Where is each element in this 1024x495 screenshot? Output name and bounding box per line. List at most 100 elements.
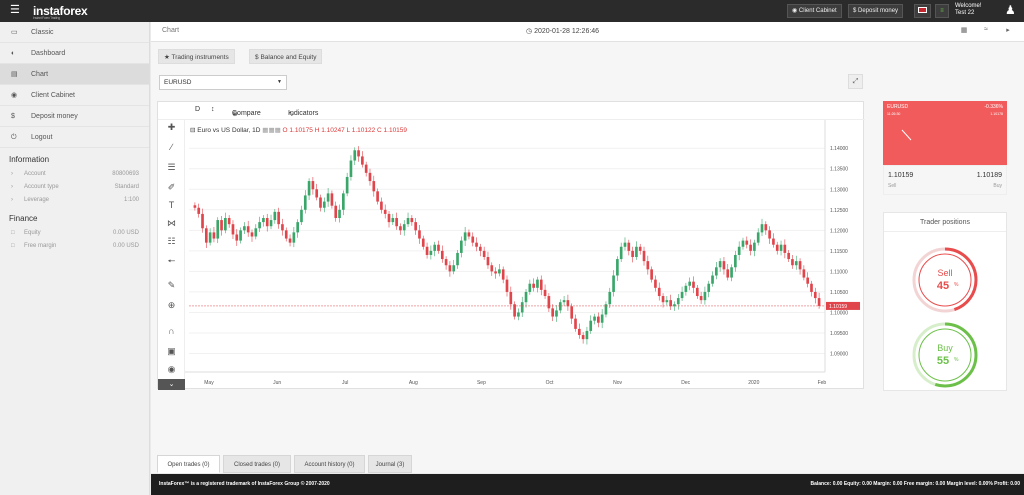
tab-open-trades[interactable]: Open trades (0) — [157, 455, 220, 473]
measure-icon[interactable]: ☷ — [167, 236, 176, 246]
finance-label: Equity — [24, 230, 41, 236]
candle — [562, 300, 566, 303]
chart-toolbar: D ↕ ⊕ Compare ∿ Indicators — [158, 102, 865, 120]
candle — [288, 238, 292, 243]
sell-gauge-pct: % — [954, 282, 959, 288]
x-tick-label: 2020 — [748, 380, 759, 386]
candle — [597, 316, 600, 323]
brush-icon[interactable]: ✐ — [167, 182, 176, 192]
ask-price[interactable]: 1.10189 — [976, 172, 1002, 179]
candle — [783, 244, 787, 253]
candle — [486, 257, 490, 266]
quote-price: 1.10178 — [990, 112, 1003, 116]
sidebar-item-label: Client Cabinet — [31, 92, 75, 99]
candle — [650, 269, 653, 280]
balance-equity-button[interactable]: $ Balance and Equity — [249, 49, 323, 64]
expand-icon: ⤢ — [852, 78, 859, 85]
candle — [551, 308, 555, 317]
y-tick-label: 1.14000 — [830, 146, 848, 152]
candle — [250, 232, 254, 237]
candle — [262, 218, 265, 223]
finance-value: 0.00 USD — [112, 230, 139, 236]
candle — [642, 250, 646, 262]
power-icon: ⏻ — [11, 134, 17, 141]
text-tool-icon[interactable]: T — [168, 200, 175, 210]
candle-style-icon[interactable]: ↕ — [211, 106, 215, 113]
chart-icon: ▤ — [11, 71, 18, 78]
candle — [383, 209, 387, 214]
zoom-in-icon[interactable]: ⊕ — [167, 300, 176, 310]
symbol-select[interactable]: EURUSD ▼ — [159, 75, 287, 90]
candle — [608, 291, 612, 305]
x-tick-label: Feb — [818, 380, 827, 386]
megaphone-icon[interactable]: ▸ — [1006, 27, 1010, 34]
candle — [399, 226, 402, 231]
y-tick-label: 1.12500 — [830, 208, 848, 214]
trend-line-icon[interactable]: ∕ — [170, 142, 173, 152]
expand-chart-button[interactable]: ⤢ — [848, 74, 863, 89]
candle — [513, 304, 516, 317]
candle — [612, 275, 615, 292]
sidebar-item-deposit-money[interactable]: $ Deposit money — [0, 106, 149, 127]
candle — [646, 261, 650, 270]
candle — [654, 279, 657, 288]
eye-icon[interactable]: ◉ — [167, 364, 176, 374]
collapse-icon[interactable]: ⊟ — [190, 127, 196, 134]
sidebar-item-dashboard[interactable]: ◐ Dashboard — [0, 43, 149, 64]
pattern-icon[interactable]: ⋈ — [167, 218, 176, 228]
language-flag-button[interactable] — [914, 4, 931, 18]
legend-settings-icon[interactable]: ▦▦▦ — [262, 127, 281, 134]
sidebar: ▭ Classic ◐ Dashboard ▤ Chart ◉ Client C… — [0, 22, 150, 495]
candle — [676, 298, 680, 305]
info-value: Standard — [114, 184, 139, 190]
calendar-icon[interactable]: ▦ — [960, 27, 968, 34]
candle — [501, 269, 505, 280]
price-chart[interactable]: 1.14000 1.13500 1.13000 1.12500 1.12000 1.115… — [185, 120, 865, 390]
client-cabinet-button[interactable]: ◉ Client Cabinet — [787, 4, 842, 18]
candle — [810, 283, 813, 292]
rss-icon[interactable]: ≈ — [984, 26, 988, 33]
avatar-icon[interactable]: ♟ — [1005, 3, 1016, 17]
bid-price[interactable]: 1.10159 — [888, 172, 914, 179]
tab-account-history[interactable]: Account history (0) — [294, 455, 365, 473]
connection-status-button[interactable]: ≡ — [935, 4, 949, 18]
hamburger-icon[interactable]: ☰ — [10, 4, 20, 16]
tab-journal[interactable]: Journal (3) — [368, 455, 412, 473]
drawing-toolbar: ✚ ∕ ☰ ✐ T ⋈ ☷ 🠔 ✎ ⊕ ∩ ▣ ◉ ⌄ — [158, 120, 185, 390]
magnet-icon[interactable]: ∩ — [168, 326, 175, 336]
arrow-left-icon[interactable]: 🠔 — [167, 256, 176, 266]
fib-icon[interactable]: ☰ — [167, 162, 176, 172]
candle — [292, 232, 296, 243]
wallet-icon: □ — [11, 230, 15, 236]
candle — [600, 314, 604, 323]
user-name: Test 22 — [955, 10, 975, 16]
sidebar-item-chart[interactable]: ▤ Chart — [0, 64, 149, 85]
copyright-text: InstaForex™ is a registered trademark of… — [159, 481, 330, 487]
candle — [372, 181, 376, 192]
sidebar-item-classic[interactable]: ▭ Classic — [0, 22, 149, 43]
candle — [353, 150, 357, 161]
sidebar-item-logout[interactable]: ⏻ Logout — [0, 127, 149, 148]
chevron-down-icon[interactable]: ⌄ — [158, 379, 185, 390]
candle — [463, 232, 467, 241]
crosshair-icon[interactable]: ✚ — [167, 122, 176, 132]
lock-icon[interactable]: ▣ — [167, 346, 176, 356]
candle — [265, 218, 269, 227]
tab-closed-trades[interactable]: Closed trades (0) — [223, 455, 291, 473]
candle — [433, 244, 437, 251]
ruler-icon[interactable]: ✎ — [167, 280, 176, 290]
star-icon: ★ — [164, 54, 170, 61]
candle — [532, 283, 535, 288]
candle — [680, 291, 684, 299]
candle — [303, 195, 307, 210]
quote-card[interactable]: EURUSD -0.336% 11:26:30 1.10178 — [883, 101, 1007, 165]
sidebar-item-client-cabinet[interactable]: ◉ Client Cabinet — [0, 85, 149, 106]
buy-gauge-value: 55 — [937, 355, 949, 367]
candle — [334, 205, 338, 219]
candle — [772, 238, 775, 245]
logo[interactable]: instaforex Instant Forex Trading — [33, 4, 88, 20]
deposit-money-button[interactable]: $ Deposit money — [848, 4, 904, 18]
trading-instruments-button[interactable]: ★ Trading instruments — [158, 49, 235, 64]
candle — [239, 230, 242, 241]
interval-selector[interactable]: D — [195, 106, 201, 113]
